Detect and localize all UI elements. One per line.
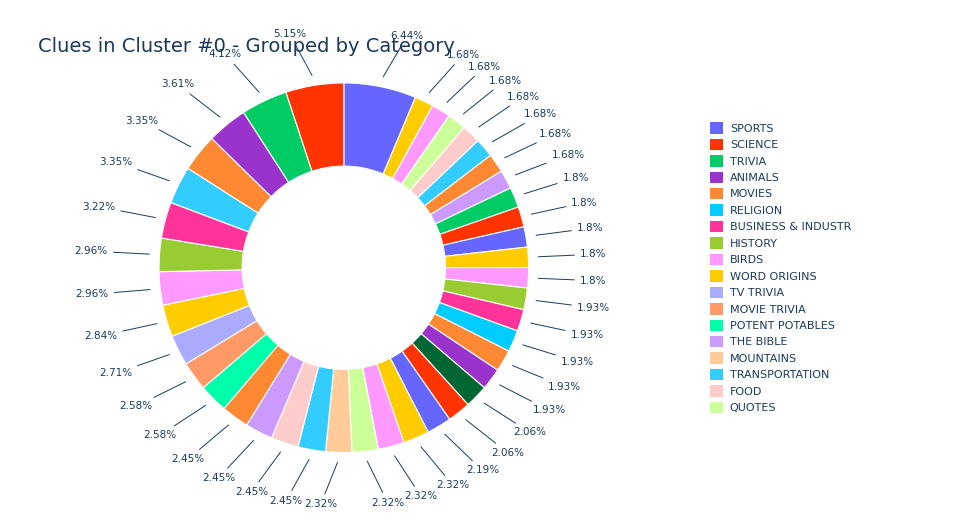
Text: 2.96%: 2.96% [75,289,150,299]
Text: 1.93%: 1.93% [499,385,565,415]
Wedge shape [298,366,333,452]
Text: 2.58%: 2.58% [119,382,185,412]
Text: 1.8%: 1.8% [539,276,606,286]
Text: 1.68%: 1.68% [478,91,541,127]
Wedge shape [246,354,304,438]
Text: 1.8%: 1.8% [536,223,604,235]
Wedge shape [435,302,518,351]
Wedge shape [440,207,524,245]
Text: 2.32%: 2.32% [394,456,437,501]
Text: 1.68%: 1.68% [505,129,572,158]
Text: 2.06%: 2.06% [484,403,546,437]
Wedge shape [271,361,319,447]
Text: 2.45%: 2.45% [235,452,281,497]
Wedge shape [443,279,527,310]
Wedge shape [443,227,527,256]
Wedge shape [363,364,404,449]
Wedge shape [171,169,258,232]
Wedge shape [410,128,478,198]
Text: 3.35%: 3.35% [99,157,169,181]
Wedge shape [402,116,464,191]
Wedge shape [377,358,428,443]
Text: 2.45%: 2.45% [172,425,228,464]
Legend: SPORTS, SCIENCE, TRIVIA, ANIMALS, MOVIES, RELIGION, BUSINESS & INDUSTR, HISTORY,: SPORTS, SCIENCE, TRIVIA, ANIMALS, MOVIES… [707,119,855,416]
Text: 2.45%: 2.45% [269,459,309,506]
Wedge shape [383,98,433,178]
Text: 1.8%: 1.8% [524,173,589,194]
Wedge shape [224,345,290,425]
Wedge shape [212,112,288,197]
Text: 1.68%: 1.68% [493,109,557,142]
Text: 2.32%: 2.32% [305,463,337,509]
Wedge shape [244,92,312,182]
Wedge shape [402,343,468,419]
Wedge shape [445,268,529,288]
Wedge shape [349,368,378,453]
Wedge shape [417,141,491,206]
Text: 2.58%: 2.58% [143,405,205,440]
Wedge shape [161,203,248,251]
Wedge shape [344,83,415,174]
Text: 6.44%: 6.44% [383,31,424,77]
Wedge shape [429,313,509,370]
Text: 1.93%: 1.93% [513,365,582,392]
Wedge shape [435,188,519,234]
Wedge shape [391,351,450,432]
Wedge shape [188,139,271,213]
Wedge shape [431,171,511,224]
Wedge shape [439,291,523,331]
Wedge shape [159,238,244,271]
Text: 1.93%: 1.93% [522,345,594,366]
Wedge shape [326,369,352,453]
Text: 1.68%: 1.68% [429,50,479,92]
Text: 1.93%: 1.93% [536,301,610,313]
Text: 3.61%: 3.61% [161,79,220,117]
Text: 3.22%: 3.22% [82,202,156,217]
Wedge shape [203,334,278,408]
Text: 1.93%: 1.93% [531,323,604,340]
Text: 2.84%: 2.84% [84,323,157,341]
Wedge shape [186,321,266,388]
Text: 3.35%: 3.35% [125,116,191,147]
Text: 2.71%: 2.71% [99,354,169,379]
Wedge shape [163,288,249,336]
Text: 1.68%: 1.68% [463,76,521,114]
Text: 1.8%: 1.8% [531,197,598,214]
Text: 2.19%: 2.19% [445,434,499,476]
Text: 2.32%: 2.32% [421,447,470,490]
Text: 2.96%: 2.96% [74,246,149,256]
Wedge shape [393,106,449,184]
Wedge shape [445,247,529,268]
Text: 2.32%: 2.32% [368,461,404,508]
Wedge shape [286,83,344,171]
Wedge shape [413,334,484,405]
Text: 1.8%: 1.8% [539,249,606,259]
Wedge shape [159,270,244,305]
Text: 4.12%: 4.12% [209,49,259,92]
Wedge shape [424,155,501,215]
Text: 2.45%: 2.45% [202,440,253,483]
Text: 2.06%: 2.06% [466,419,524,458]
Text: 5.15%: 5.15% [273,29,312,76]
Text: 1.68%: 1.68% [447,61,501,102]
Wedge shape [172,306,257,364]
Text: 1.68%: 1.68% [516,150,584,175]
Text: Clues in Cluster #0 - Grouped by Category: Clues in Cluster #0 - Grouped by Categor… [38,37,456,56]
Wedge shape [421,324,498,388]
